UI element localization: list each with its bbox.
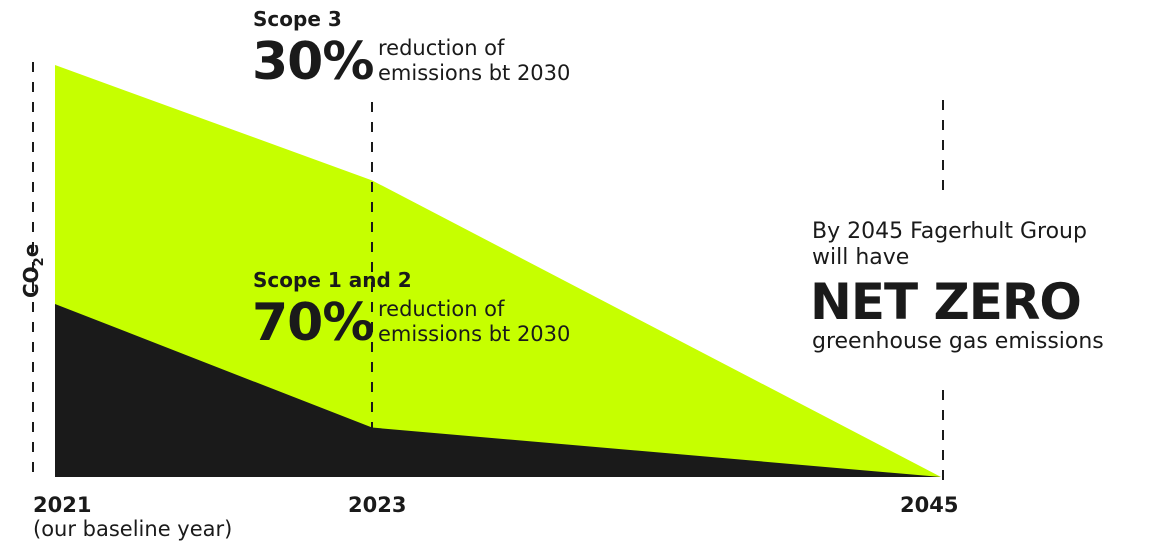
scope12-area	[55, 303, 941, 477]
net-zero-outro: greenhouse gas emissions	[812, 329, 1104, 354]
scope12-title: Scope 1 and 2	[253, 268, 412, 292]
x-tick-2021: 2021	[33, 493, 92, 517]
scope12-description-line2: emissions bt 2030	[378, 322, 571, 346]
y-axis-label: CO2e	[19, 243, 47, 298]
gridlines-layer	[32, 62, 944, 480]
x-tick-2023: 2023	[348, 493, 407, 517]
net-zero-intro-line2: will have	[812, 245, 910, 270]
scope3-title: Scope 3	[253, 7, 342, 31]
x-tick-2045: 2045	[900, 493, 959, 517]
scope3-description-line2: emissions bt 2030	[378, 61, 571, 85]
scope3-area	[55, 65, 941, 477]
net-zero-headline: NET ZERO	[810, 273, 1082, 331]
scope3-percentage: 30%	[252, 32, 374, 92]
scope3-description-line1: reduction of	[378, 36, 505, 60]
areas-layer	[55, 65, 941, 477]
net-zero-intro-line1: By 2045 Fagerhult Group	[812, 219, 1087, 244]
scope12-percentage: 70%	[252, 293, 374, 353]
x-tick-2021-sublabel: (our baseline year)	[33, 517, 233, 541]
scope12-description-line1: reduction of	[378, 297, 505, 321]
